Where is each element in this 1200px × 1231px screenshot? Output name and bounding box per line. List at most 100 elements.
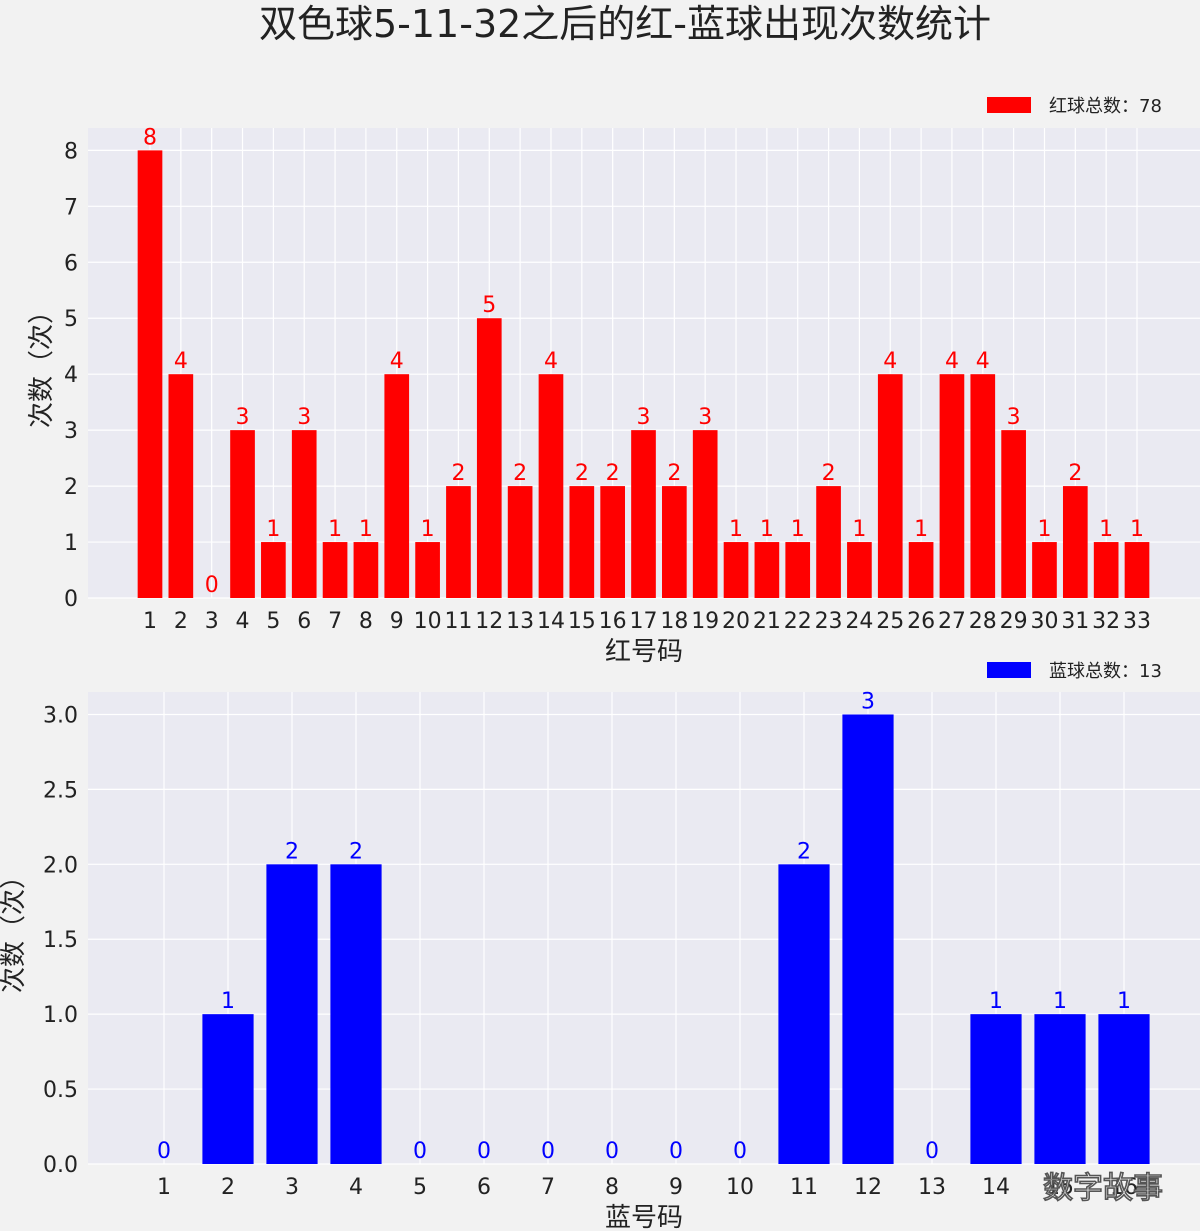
bar-value-label: 1 (1130, 517, 1144, 542)
x-tick-label: 2 (174, 609, 188, 634)
bar-value-label: 0 (925, 1139, 939, 1164)
bar (507, 486, 533, 598)
bar (202, 1014, 254, 1164)
y-tick-label: 2.5 (43, 778, 78, 803)
x-tick-label: 23 (815, 609, 843, 634)
x-tick-label: 6 (297, 609, 311, 634)
y-tick-label: 4 (64, 363, 78, 388)
y-tick-label: 3.0 (43, 703, 78, 728)
plot-area (88, 692, 1200, 1164)
x-tick-label: 5 (266, 609, 280, 634)
bar-value-label: 1 (359, 517, 373, 542)
y-tick-label: 2 (64, 475, 78, 500)
bar-value-label: 2 (797, 839, 811, 864)
x-tick-label: 11 (790, 1175, 818, 1200)
x-tick-label: 10 (726, 1175, 754, 1200)
bar (330, 864, 382, 1164)
y-tick-label: 7 (64, 195, 78, 220)
bar (970, 374, 996, 598)
bar (1124, 542, 1150, 598)
blue-ball-chart: 0.00.51.01.52.02.53.00112232405060708090… (0, 661, 1200, 1231)
bar (842, 714, 894, 1164)
legend: 蓝球总数：13 (987, 661, 1162, 682)
bar-value-label: 1 (221, 989, 235, 1014)
bar-value-label: 1 (791, 517, 805, 542)
bar-value-label: 2 (285, 839, 299, 864)
x-tick-label: 24 (845, 609, 873, 634)
bar-value-label: 5 (482, 293, 496, 318)
bar (353, 542, 379, 598)
x-tick-label: 4 (236, 609, 250, 634)
bar-value-label: 1 (1099, 517, 1113, 542)
x-tick-label: 10 (414, 609, 442, 634)
bar (137, 150, 163, 598)
bar (816, 486, 841, 598)
bar-value-label: 1 (729, 517, 743, 542)
red-ball-chart: 0123456788142033415361718491102115122134… (27, 96, 1200, 667)
bar-value-label: 0 (477, 1139, 491, 1164)
bar-value-label: 0 (541, 1139, 555, 1164)
bar (877, 374, 903, 598)
x-tick-label: 33 (1123, 609, 1151, 634)
bar-value-label: 2 (1068, 461, 1082, 486)
x-tick-label: 17 (630, 609, 658, 634)
bar (662, 486, 687, 598)
bar-value-label: 0 (733, 1139, 747, 1164)
bar-value-label: 1 (1037, 517, 1051, 542)
legend-label: 蓝球总数：13 (1049, 661, 1162, 682)
bar (322, 542, 348, 598)
bar (230, 430, 255, 598)
bar (600, 486, 625, 598)
bar-value-label: 1 (914, 517, 928, 542)
bar-value-label: 4 (390, 349, 404, 374)
y-axis-label: 次数（次） (27, 298, 57, 428)
bar-value-label: 2 (667, 461, 681, 486)
bar-value-label: 1 (760, 517, 774, 542)
bar (939, 374, 965, 598)
x-tick-label: 8 (359, 609, 373, 634)
bar-value-label: 1 (421, 517, 435, 542)
x-tick-label: 27 (938, 609, 966, 634)
x-tick-label: 15 (1046, 1175, 1074, 1200)
y-tick-label: 1.0 (43, 1003, 78, 1028)
x-tick-label: 13 (918, 1175, 946, 1200)
bar-value-label: 3 (236, 405, 250, 430)
bar (261, 542, 286, 598)
bar (415, 542, 440, 598)
x-tick-label: 14 (982, 1175, 1010, 1200)
x-tick-label: 11 (444, 609, 472, 634)
x-tick-label: 26 (907, 609, 935, 634)
x-tick-label: 28 (969, 609, 997, 634)
bar-value-label: 4 (945, 349, 959, 374)
x-axis-label: 红号码 (605, 637, 683, 667)
bar-value-label: 1 (1053, 989, 1067, 1014)
bar (538, 374, 564, 598)
bar (1098, 1014, 1150, 1164)
x-tick-label: 31 (1061, 609, 1089, 634)
x-tick-label: 15 (568, 609, 596, 634)
x-tick-label: 30 (1030, 609, 1058, 634)
x-tick-label: 20 (722, 609, 750, 634)
y-tick-label: 0 (64, 587, 78, 612)
bar (1093, 542, 1119, 598)
bar-value-label: 1 (328, 517, 342, 542)
bar-value-label: 4 (883, 349, 897, 374)
bar (785, 542, 811, 598)
x-tick-label: 7 (328, 609, 342, 634)
bar-value-label: 3 (297, 405, 311, 430)
bar (476, 318, 502, 598)
x-tick-label: 16 (599, 609, 627, 634)
y-tick-label: 5 (64, 307, 78, 332)
bar (168, 374, 194, 598)
legend-swatch (987, 97, 1031, 113)
x-tick-label: 21 (753, 609, 781, 634)
y-tick-label: 1.5 (43, 928, 78, 953)
bar-value-label: 1 (1117, 989, 1131, 1014)
bar-value-label: 3 (1007, 405, 1021, 430)
x-tick-label: 5 (413, 1175, 427, 1200)
bar-value-label: 3 (698, 405, 712, 430)
x-tick-label: 14 (537, 609, 565, 634)
bar-value-label: 4 (976, 349, 990, 374)
bar (569, 486, 595, 598)
bar (384, 374, 410, 598)
